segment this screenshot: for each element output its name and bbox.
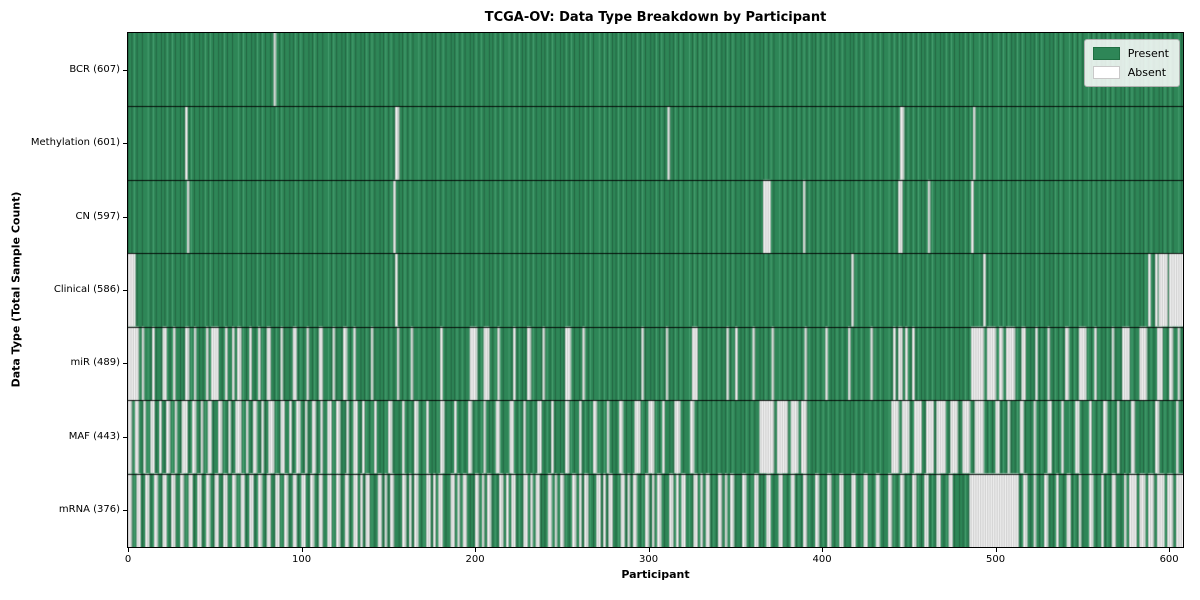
row-label-Clinical: Clinical (586): [53, 284, 120, 295]
x-tick-label: 400: [812, 554, 832, 565]
row-label-Methylation: Methylation (601): [30, 137, 120, 149]
legend-label-absent: Absent: [1127, 66, 1167, 79]
row-label-BCR: BCR (607): [69, 63, 120, 75]
x-tick-label: 600: [1159, 554, 1179, 565]
y-tick-mark: [123, 510, 127, 511]
x-axis-label: Participant: [621, 568, 690, 581]
y-tick-mark: [123, 290, 127, 291]
row-label-MAF: MAF (443): [68, 430, 120, 442]
absent-swatch-icon: [1092, 66, 1120, 79]
row-label-CN: CN (597): [75, 210, 120, 222]
x-tick-mark: [301, 548, 303, 552]
x-tick-mark: [475, 548, 477, 552]
y-tick-mark: [123, 143, 127, 144]
x-tick-mark: [1169, 548, 1171, 552]
row-label-mRNA: mRNA (376): [58, 504, 120, 516]
y-tick-mark: [123, 437, 127, 438]
x-tick-label: 300: [639, 554, 659, 565]
legend-entry-absent: Absent: [1092, 66, 1169, 79]
heatmap-canvas: [127, 32, 1184, 548]
legend: Present Absent: [1083, 39, 1180, 87]
chart-title: TCGA-OV: Data Type Breakdown by Particip…: [484, 10, 827, 25]
row-label-miR: miR (489): [70, 357, 120, 369]
present-swatch-icon: [1092, 47, 1120, 60]
x-tick-label: 200: [465, 554, 485, 565]
y-tick-mark: [123, 217, 127, 218]
legend-label-present: Present: [1127, 47, 1169, 60]
x-tick-mark: [822, 548, 824, 552]
x-tick-label: 100: [291, 554, 312, 565]
x-tick-mark: [995, 548, 997, 552]
legend-entry-present: Present: [1092, 47, 1169, 60]
x-tick-label: 500: [986, 554, 1006, 565]
y-tick-mark: [123, 70, 127, 71]
x-tick-mark: [128, 548, 129, 552]
x-tick-mark: [648, 548, 650, 552]
x-tick-label: 0: [124, 554, 132, 565]
y-tick-mark: [123, 363, 127, 364]
